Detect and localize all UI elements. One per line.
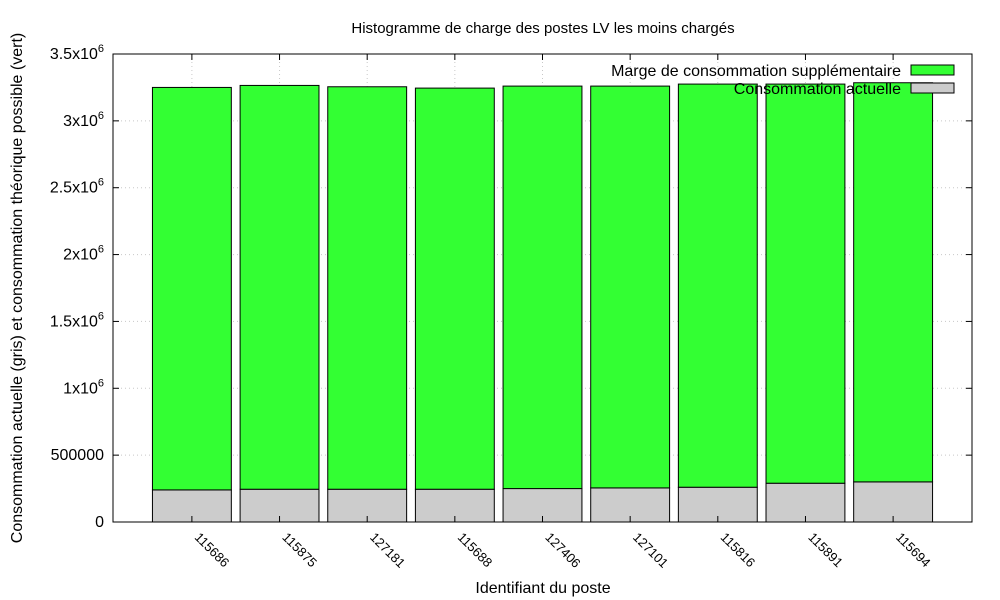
y-axis-label: Consommation actuelle (gris) et consomma…	[9, 33, 26, 543]
bar-additional-margin	[590, 85, 671, 489]
x-tick-label: 115694	[893, 530, 934, 571]
bar-additional-margin	[239, 84, 320, 490]
y-axis: 05000001x1061.5x1062x1062.5x1063x1063.5x…	[50, 43, 972, 531]
y-tick-label-exponent: 6	[98, 43, 104, 55]
legend: Marge de consommation supplémentaireCons…	[611, 63, 955, 98]
y-tick-label-exponent: 6	[98, 377, 104, 389]
x-tick-label: 115875	[279, 530, 320, 571]
y-tick-label-base: 2.5x10	[50, 180, 98, 197]
x-axis-label: Identifiant du poste	[475, 580, 610, 597]
legend-swatch	[910, 64, 955, 76]
y-tick-label-base: 1.5x10	[50, 313, 98, 330]
legend-entry-label: Marge de consommation supplémentaire	[611, 63, 901, 80]
bar-additional-margin	[414, 87, 495, 490]
bar-current-consumption	[765, 482, 846, 523]
bars-layer	[151, 82, 934, 523]
y-tick-label-base: 500000	[51, 447, 104, 464]
y-tick-label-base: 2x10	[63, 247, 98, 264]
chart-title: Histogramme de charge des postes LV les …	[351, 20, 734, 37]
bar-current-consumption	[853, 481, 934, 523]
y-tick-label-base: 1x10	[63, 380, 98, 397]
bar-additional-margin	[502, 85, 583, 490]
bar-additional-margin	[765, 83, 846, 484]
bar-additional-margin	[853, 82, 934, 483]
y-tick-label-base: 0	[95, 514, 104, 531]
y-tick-label: 1x106	[63, 377, 104, 397]
y-tick-label: 2x106	[63, 244, 104, 264]
x-tick-label: 115688	[455, 530, 496, 571]
x-tick-label: 127101	[630, 530, 671, 571]
y-tick-label-exponent: 6	[98, 110, 104, 122]
y-tick-label: 2.5x106	[50, 177, 104, 197]
x-tick-label: 127181	[367, 530, 408, 571]
y-tick-label: 0	[95, 514, 104, 531]
x-tick-label: 127406	[542, 530, 583, 571]
y-tick-label: 1.5x106	[50, 310, 104, 330]
y-tick-label-base: 3.5x10	[50, 46, 98, 63]
y-tick-label-exponent: 6	[98, 244, 104, 256]
y-tick-label-base: 3x10	[63, 113, 98, 130]
bar-additional-margin	[677, 83, 758, 488]
x-tick-label: 115891	[805, 530, 846, 571]
bar-additional-margin	[151, 86, 232, 491]
y-tick-label-exponent: 6	[98, 310, 104, 322]
y-tick-label: 3.5x106	[50, 43, 104, 63]
y-tick-label-exponent: 6	[98, 177, 104, 189]
x-tick-label: 115686	[192, 530, 233, 571]
y-tick-label: 500000	[51, 447, 104, 464]
bar-additional-margin	[327, 86, 408, 490]
x-tick-label: 115816	[718, 530, 759, 571]
legend-swatch	[910, 82, 955, 94]
y-tick-label: 3x106	[63, 110, 104, 130]
legend-entry-label: Consommation actuelle	[734, 81, 901, 98]
